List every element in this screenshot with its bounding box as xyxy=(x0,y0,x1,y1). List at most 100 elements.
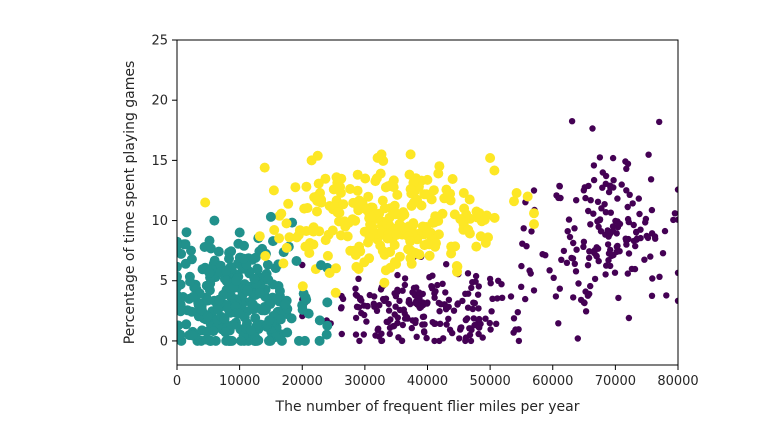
x-tick-label: 20000 xyxy=(282,374,323,389)
y-tick-label: 20 xyxy=(151,94,168,109)
data-point xyxy=(236,335,247,346)
data-point xyxy=(238,253,249,264)
data-point xyxy=(464,270,472,277)
data-point xyxy=(412,319,419,327)
data-point xyxy=(604,227,611,234)
data-point xyxy=(512,326,519,333)
data-point xyxy=(274,286,285,296)
data-point xyxy=(510,315,518,322)
data-point xyxy=(221,265,232,276)
data-point xyxy=(596,154,604,161)
data-point xyxy=(560,247,568,255)
data-point xyxy=(181,227,192,238)
data-point xyxy=(274,233,285,244)
data-point xyxy=(413,249,424,260)
data-point xyxy=(587,221,594,228)
data-point xyxy=(363,191,374,202)
data-point xyxy=(622,158,629,165)
data-point xyxy=(590,176,598,184)
data-point xyxy=(389,240,400,250)
data-point xyxy=(379,203,390,214)
data-point xyxy=(494,295,501,302)
data-point xyxy=(652,235,659,242)
data-point xyxy=(568,118,576,125)
data-point xyxy=(468,284,475,291)
data-point xyxy=(417,221,428,232)
x-tick-label: 30000 xyxy=(344,374,385,389)
data-point xyxy=(254,231,265,242)
data-point xyxy=(423,300,431,307)
data-point xyxy=(180,239,191,250)
data-point xyxy=(260,251,271,261)
data-point xyxy=(530,287,538,294)
data-point xyxy=(499,294,506,301)
y-axis: 0 5 10 15 20 25 xyxy=(151,34,177,349)
data-point xyxy=(356,337,363,345)
data-point xyxy=(297,304,308,315)
data-point xyxy=(462,316,470,324)
data-point xyxy=(458,188,469,198)
data-point xyxy=(234,308,245,319)
data-point xyxy=(595,257,602,265)
data-point xyxy=(382,233,393,244)
data-point xyxy=(475,305,482,312)
data-point xyxy=(206,243,216,254)
data-point xyxy=(518,262,525,270)
data-point xyxy=(419,290,426,298)
data-point xyxy=(371,173,382,184)
data-point xyxy=(661,227,669,235)
data-point xyxy=(454,300,462,307)
data-point xyxy=(405,184,416,195)
data-point xyxy=(274,210,285,221)
data-point xyxy=(472,272,480,280)
data-point xyxy=(433,229,444,240)
data-point xyxy=(436,308,443,315)
data-point xyxy=(177,271,182,282)
data-point xyxy=(322,297,333,308)
data-point xyxy=(177,329,186,340)
data-point xyxy=(624,203,631,211)
data-point xyxy=(252,335,263,346)
data-point xyxy=(202,311,213,322)
data-point xyxy=(431,238,441,249)
data-point xyxy=(338,330,345,338)
data-point xyxy=(610,184,617,191)
data-point xyxy=(590,210,597,217)
data-point xyxy=(298,288,309,299)
data-point xyxy=(488,308,495,315)
y-tick-label: 25 xyxy=(151,34,168,49)
data-point xyxy=(479,214,490,225)
data-point xyxy=(300,241,311,252)
data-point xyxy=(594,218,601,225)
data-point xyxy=(283,198,294,209)
data-points xyxy=(177,118,678,346)
data-point xyxy=(445,195,456,206)
data-point xyxy=(254,288,265,299)
data-point xyxy=(377,245,388,256)
data-point xyxy=(609,154,617,162)
data-point xyxy=(552,293,560,300)
data-point xyxy=(445,296,453,303)
data-point xyxy=(607,209,614,216)
data-point xyxy=(451,261,462,271)
x-axis: 0 10000 20000 30000 40000 50000 60000 70000 8000… xyxy=(173,365,699,389)
data-point xyxy=(623,187,630,194)
data-point xyxy=(522,295,529,303)
data-point xyxy=(507,293,515,300)
data-point xyxy=(263,274,274,285)
data-point xyxy=(489,212,500,223)
data-point xyxy=(299,203,310,214)
data-point xyxy=(247,299,258,310)
data-point xyxy=(435,299,442,307)
data-point xyxy=(609,223,617,230)
data-point xyxy=(447,174,458,184)
data-point xyxy=(281,242,292,253)
data-point xyxy=(591,247,598,254)
data-point xyxy=(509,196,519,207)
data-point xyxy=(586,290,593,298)
data-point xyxy=(464,194,475,205)
data-point xyxy=(476,324,483,331)
data-point xyxy=(489,165,500,176)
y-axis-label: Percentage of time spent playing games xyxy=(122,61,138,345)
